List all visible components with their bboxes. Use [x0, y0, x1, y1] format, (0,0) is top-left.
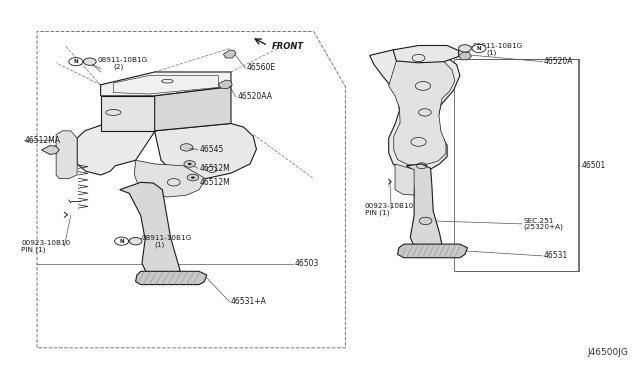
Circle shape: [184, 161, 195, 167]
Polygon shape: [155, 87, 231, 131]
Text: 00923-10B10: 00923-10B10: [21, 240, 70, 246]
Text: 46545: 46545: [199, 145, 223, 154]
Polygon shape: [223, 50, 236, 58]
Text: PIN (1): PIN (1): [21, 246, 45, 253]
Text: 46503: 46503: [294, 260, 319, 269]
Text: FRONT: FRONT: [272, 42, 305, 51]
Text: (1): (1): [486, 49, 497, 56]
Text: 46512M: 46512M: [199, 178, 230, 187]
Text: (25320+A): (25320+A): [524, 224, 563, 230]
Circle shape: [83, 58, 96, 65]
Circle shape: [180, 144, 193, 151]
Text: N: N: [119, 239, 124, 244]
Polygon shape: [388, 57, 455, 166]
Polygon shape: [459, 52, 471, 60]
Polygon shape: [100, 96, 155, 131]
Text: (1): (1): [155, 241, 165, 248]
Circle shape: [191, 176, 195, 179]
Polygon shape: [397, 244, 467, 258]
Circle shape: [419, 217, 432, 225]
Text: 08911-10B1G: 08911-10B1G: [142, 235, 192, 241]
Polygon shape: [77, 96, 155, 175]
Text: 46560E: 46560E: [247, 63, 276, 72]
Polygon shape: [120, 182, 180, 277]
Circle shape: [188, 163, 191, 165]
Text: 46531+A: 46531+A: [231, 297, 267, 307]
Circle shape: [472, 44, 486, 52]
Text: 46531: 46531: [544, 251, 568, 260]
Text: N: N: [477, 46, 481, 51]
Circle shape: [115, 237, 129, 245]
Circle shape: [69, 58, 83, 66]
Text: J46500JG: J46500JG: [588, 348, 628, 357]
Polygon shape: [155, 124, 257, 179]
Polygon shape: [56, 131, 77, 179]
Circle shape: [129, 237, 142, 245]
Text: 46501: 46501: [582, 161, 606, 170]
Text: SEC.251: SEC.251: [524, 218, 554, 224]
Text: 46512M: 46512M: [199, 164, 230, 173]
Text: 08911-10B1G: 08911-10B1G: [97, 57, 148, 63]
Circle shape: [187, 174, 198, 181]
Polygon shape: [369, 50, 460, 173]
Text: PIN (1): PIN (1): [365, 209, 389, 216]
Text: (2): (2): [113, 63, 124, 70]
Text: 08911-10B1G: 08911-10B1G: [472, 43, 523, 49]
Polygon shape: [42, 145, 60, 154]
Polygon shape: [100, 72, 231, 96]
Polygon shape: [218, 80, 232, 89]
Polygon shape: [393, 45, 459, 63]
Text: 46512MA: 46512MA: [24, 135, 60, 144]
Text: 46520AA: 46520AA: [237, 93, 273, 102]
Text: 46520A: 46520A: [544, 57, 573, 66]
Circle shape: [459, 45, 471, 52]
Text: N: N: [74, 59, 78, 64]
Polygon shape: [134, 160, 205, 197]
Polygon shape: [395, 164, 414, 195]
Polygon shape: [136, 271, 207, 285]
Polygon shape: [406, 164, 442, 253]
Text: 00923-10B10: 00923-10B10: [365, 203, 413, 209]
